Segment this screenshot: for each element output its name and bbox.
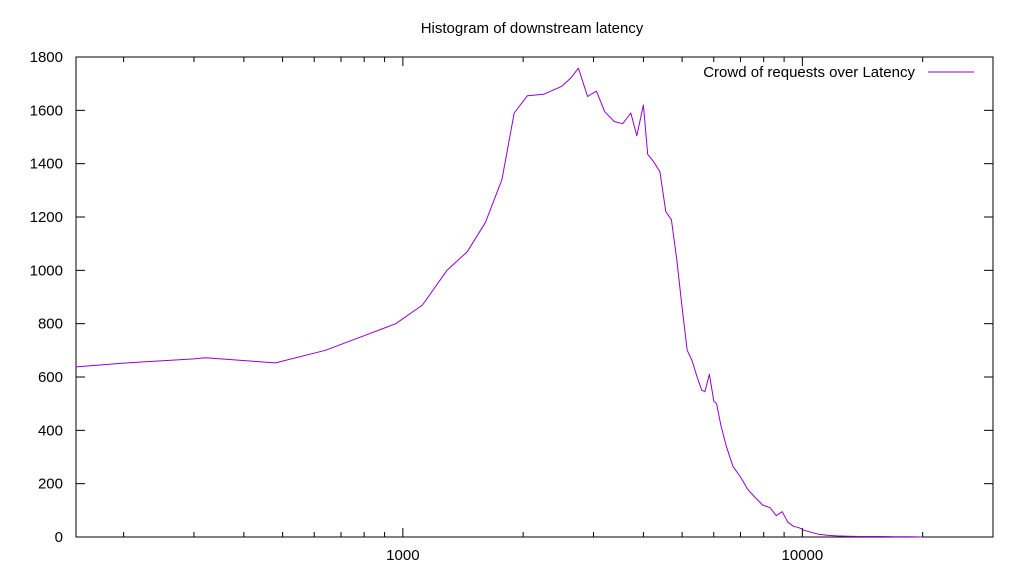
y-tick-label: 1200 [30,209,63,226]
y-axis: 0 200 400 600 800 1000 1200 1400 1600 1800 [30,49,993,546]
series-line-0 [75,67,923,538]
legend-label: Crowd of requests over Latency [703,64,915,81]
y-tick-label: 1000 [30,262,63,279]
y-tick-label: 600 [38,369,63,386]
plot-frame [75,56,994,538]
y-tick-label: 1400 [30,156,63,173]
x-axis: 1000 10000 [123,57,924,564]
y-tick-label: 1800 [30,49,63,66]
y-tick-label: 0 [55,529,63,546]
y-tick-label: 200 [38,476,63,493]
x-tick-label: 10000 [782,547,824,564]
chart-title: Histogram of downstream latency [421,20,644,37]
y-tick-label: 1600 [30,102,63,119]
legend: Crowd of requests over Latency [703,64,974,81]
y-tick-label: 400 [38,422,63,439]
x-tick-label: 1000 [386,547,419,564]
series-layer [75,67,923,538]
y-tick-label: 800 [38,316,63,333]
